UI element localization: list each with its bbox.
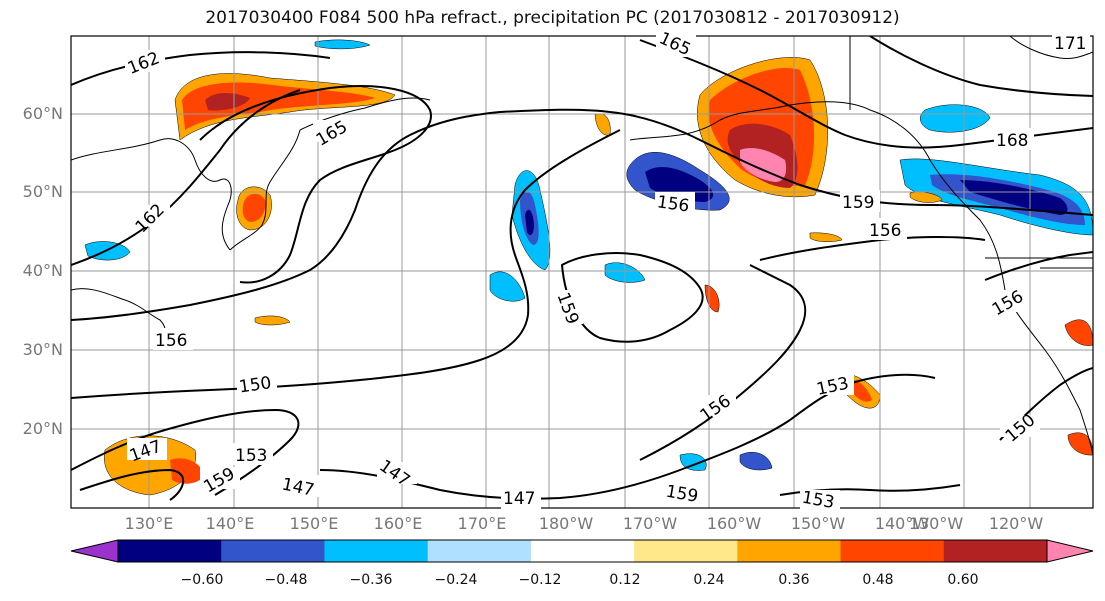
contour-label: 156: [656, 192, 691, 216]
lat-label: 50°N: [22, 182, 63, 201]
positive-anomaly-region: [242, 193, 266, 222]
negative-anomaly-region: [314, 39, 371, 50]
lon-label: 140°W: [874, 514, 930, 533]
positive-anomaly-region: [704, 284, 720, 313]
colorbar-tick-label: −0.36: [349, 572, 393, 588]
negative-anomaly-region: [739, 452, 773, 471]
colorbar-tick-label: 0.60: [947, 572, 979, 588]
negative-anomaly-region: [525, 209, 534, 236]
lon-label: 120°W: [988, 514, 1044, 533]
lon-label: 160°E: [373, 514, 423, 533]
lat-label: 40°N: [22, 261, 63, 280]
colorbar-tick-label: 0.36: [778, 572, 810, 588]
contour-label: 156: [155, 331, 187, 351]
positive-anomaly-region: [1064, 319, 1093, 346]
positive-anomaly-region: [809, 232, 843, 242]
colorbar-segment: [530, 540, 635, 562]
lon-label: 170°W: [622, 514, 678, 533]
positive-anomaly-region: [254, 315, 291, 326]
lon-label: 160°W: [706, 514, 762, 533]
colorbar-segment: [221, 540, 325, 562]
colorbar-frame: [117, 539, 1048, 563]
positive-anomaly-region: [1067, 432, 1093, 456]
colorbar-tick-label: −0.12: [518, 572, 562, 588]
positive-anomaly-region: [205, 93, 250, 111]
colorbar-tick-label: −0.48: [264, 572, 308, 588]
colorbar-extend-high: [1046, 539, 1094, 563]
colorbar-extend-low: [70, 539, 119, 563]
colorbar-segment: [943, 540, 1048, 562]
negative-anomaly-region: [679, 453, 707, 471]
height-contours: [71, 36, 1093, 501]
colorbar: [70, 539, 1094, 563]
negative-anomaly-region: [489, 271, 526, 302]
colorbar-tick-label: 0.24: [693, 572, 725, 588]
contour-label: 168: [996, 131, 1028, 151]
lon-label: 150°W: [790, 514, 846, 533]
colorbar-segment: [634, 540, 738, 562]
lon-label: 130°E: [124, 514, 174, 533]
lat-label: 30°N: [22, 340, 63, 359]
colorbar-segment: [737, 540, 842, 562]
colorbar-segment: [118, 540, 222, 562]
map-title: 2017030400 F084 500 hPa refract., precip…: [205, 8, 900, 28]
colorbar-tick-label: −0.24: [434, 572, 478, 588]
contour-label: 171: [1054, 34, 1086, 54]
contour-label: 156: [869, 221, 901, 241]
precipitation-shading: [84, 39, 1093, 496]
colorbar-tick-label: −0.60: [180, 572, 224, 588]
colorbar-segment: [324, 540, 429, 562]
colorbar-segment: [427, 540, 532, 562]
lon-label: 150°E: [289, 514, 339, 533]
contour-label: 147: [503, 489, 535, 509]
positive-anomaly-region: [170, 458, 205, 484]
lat-label: 20°N: [22, 419, 63, 438]
lon-label: 180°W: [538, 514, 594, 533]
lat-label: 60°N: [22, 104, 63, 123]
colorbar-tick-label: 0.12: [609, 572, 641, 588]
contour-labels: 162 165 162 156 150 147 159 153 147 147 …: [125, 28, 1090, 513]
contour-label: 159: [842, 193, 874, 213]
lon-label: 140°E: [205, 514, 255, 533]
lon-label: 170°E: [457, 514, 507, 533]
colorbar-segment: [840, 540, 945, 562]
positive-anomaly-region: [594, 113, 611, 136]
positive-anomaly-region: [740, 148, 787, 182]
colorbar-tick-label: 0.48: [862, 572, 894, 588]
plot-frame: [70, 35, 1094, 509]
contour-label: 147: [375, 456, 413, 491]
lon-label: 130°W: [908, 514, 964, 533]
contour-label: 153: [235, 446, 267, 466]
coastlines: [71, 36, 1093, 456]
negative-anomaly-region: [920, 104, 991, 133]
contour-label: 150: [238, 373, 273, 397]
negative-anomaly-region: [960, 180, 1068, 215]
